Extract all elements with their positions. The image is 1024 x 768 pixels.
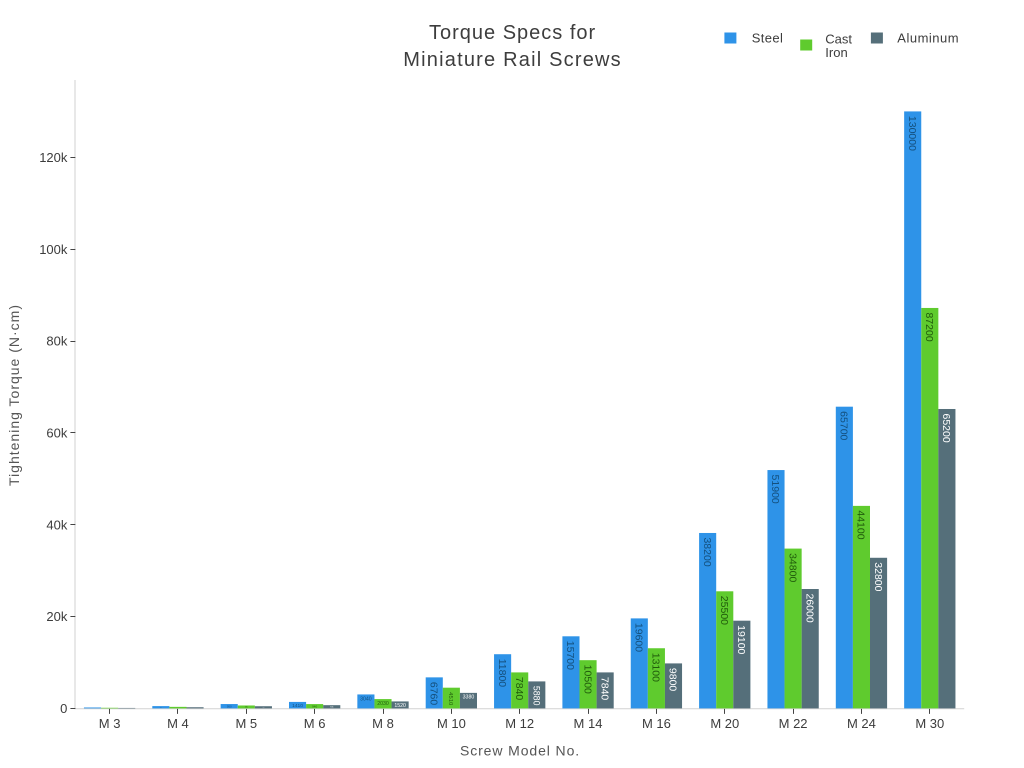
svg-text:34800: 34800 [786, 553, 798, 582]
svg-text:44100: 44100 [855, 510, 867, 539]
svg-text:940: 940 [312, 704, 317, 708]
svg-text:38200: 38200 [701, 537, 713, 566]
svg-text:65200: 65200 [940, 413, 952, 442]
svg-text:51900: 51900 [769, 475, 781, 504]
svg-text:M 6: M 6 [304, 716, 326, 731]
svg-text:475: 475 [262, 707, 264, 709]
svg-text:950: 950 [227, 704, 232, 708]
svg-text:130000: 130000 [906, 116, 918, 151]
svg-text:M 16: M 16 [642, 716, 671, 731]
svg-text:65700: 65700 [838, 411, 850, 440]
svg-text:60k: 60k [46, 426, 67, 441]
svg-text:M 4: M 4 [167, 716, 189, 731]
svg-text:Iron: Iron [825, 45, 847, 60]
svg-text:3040: 3040 [360, 696, 372, 702]
svg-text:5880: 5880 [532, 686, 542, 706]
svg-text:Tightening Torque (N·cm): Tightening Torque (N·cm) [6, 304, 22, 486]
svg-text:M 10: M 10 [437, 716, 466, 731]
svg-text:7840: 7840 [513, 677, 525, 701]
svg-text:4510: 4510 [447, 692, 453, 706]
svg-text:15700: 15700 [564, 641, 576, 670]
svg-text:25500: 25500 [718, 596, 730, 625]
svg-text:Cast: Cast [825, 32, 852, 47]
svg-text:Torque Specs for: Torque Specs for [429, 22, 596, 44]
svg-text:M 8: M 8 [372, 716, 394, 731]
svg-text:M 5: M 5 [235, 716, 257, 731]
svg-text:M 3: M 3 [99, 716, 121, 731]
svg-text:32800: 32800 [872, 562, 884, 591]
svg-text:19600: 19600 [633, 623, 645, 652]
svg-text:100k: 100k [39, 242, 68, 257]
svg-text:Screw Model No.: Screw Model No. [460, 743, 580, 759]
svg-text:26000: 26000 [803, 594, 815, 623]
svg-text:M 30: M 30 [915, 716, 944, 731]
svg-text:M 20: M 20 [710, 716, 739, 731]
svg-text:9800: 9800 [667, 668, 679, 692]
svg-text:19100: 19100 [735, 625, 747, 654]
svg-text:1520: 1520 [394, 703, 406, 709]
svg-text:Aluminum: Aluminum [897, 30, 959, 45]
svg-text:705: 705 [330, 707, 334, 709]
svg-text:0: 0 [60, 701, 67, 716]
svg-text:40k: 40k [46, 517, 67, 532]
svg-text:500: 500 [160, 707, 162, 709]
svg-text:2030: 2030 [377, 701, 389, 707]
svg-text:6760: 6760 [427, 682, 439, 706]
svg-text:635: 635 [245, 707, 248, 709]
svg-text:1410: 1410 [292, 703, 303, 709]
svg-text:13100: 13100 [650, 653, 662, 682]
svg-text:7840: 7840 [598, 677, 610, 701]
svg-text:80k: 80k [46, 334, 67, 349]
svg-text:M 14: M 14 [574, 716, 603, 731]
svg-text:M 12: M 12 [505, 716, 534, 731]
svg-text:87200: 87200 [923, 312, 935, 341]
svg-text:20k: 20k [46, 609, 67, 624]
svg-text:Miniature Rail Screws: Miniature Rail Screws [403, 49, 622, 71]
svg-text:M 24: M 24 [847, 716, 876, 731]
svg-text:3380: 3380 [463, 695, 475, 701]
svg-text:120k: 120k [39, 150, 68, 165]
svg-text:Steel: Steel [752, 30, 784, 45]
svg-text:10500: 10500 [581, 665, 593, 694]
svg-text:11800: 11800 [496, 659, 508, 688]
svg-text:M 22: M 22 [779, 716, 808, 731]
